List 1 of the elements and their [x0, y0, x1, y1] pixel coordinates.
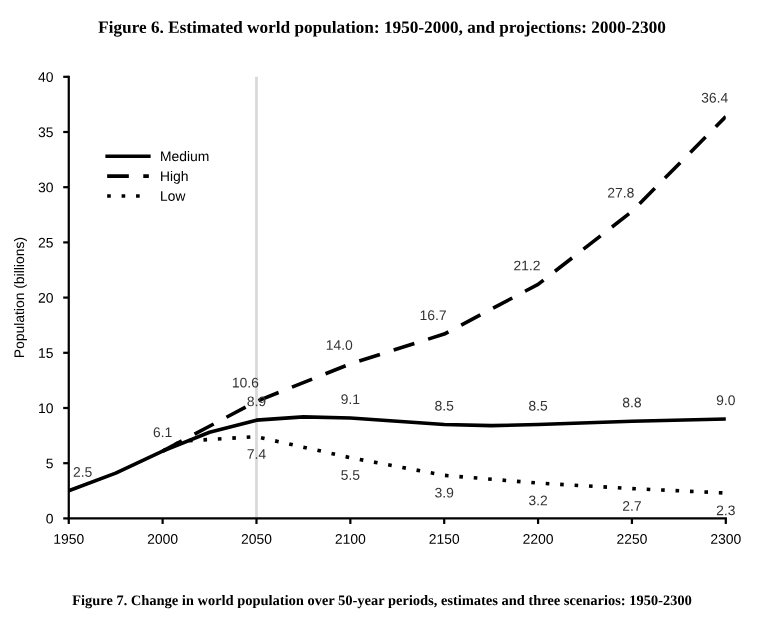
- chart-title: Figure 6. Estimated world population: 1950-2000, and projections: 2000-2300: [98, 20, 666, 37]
